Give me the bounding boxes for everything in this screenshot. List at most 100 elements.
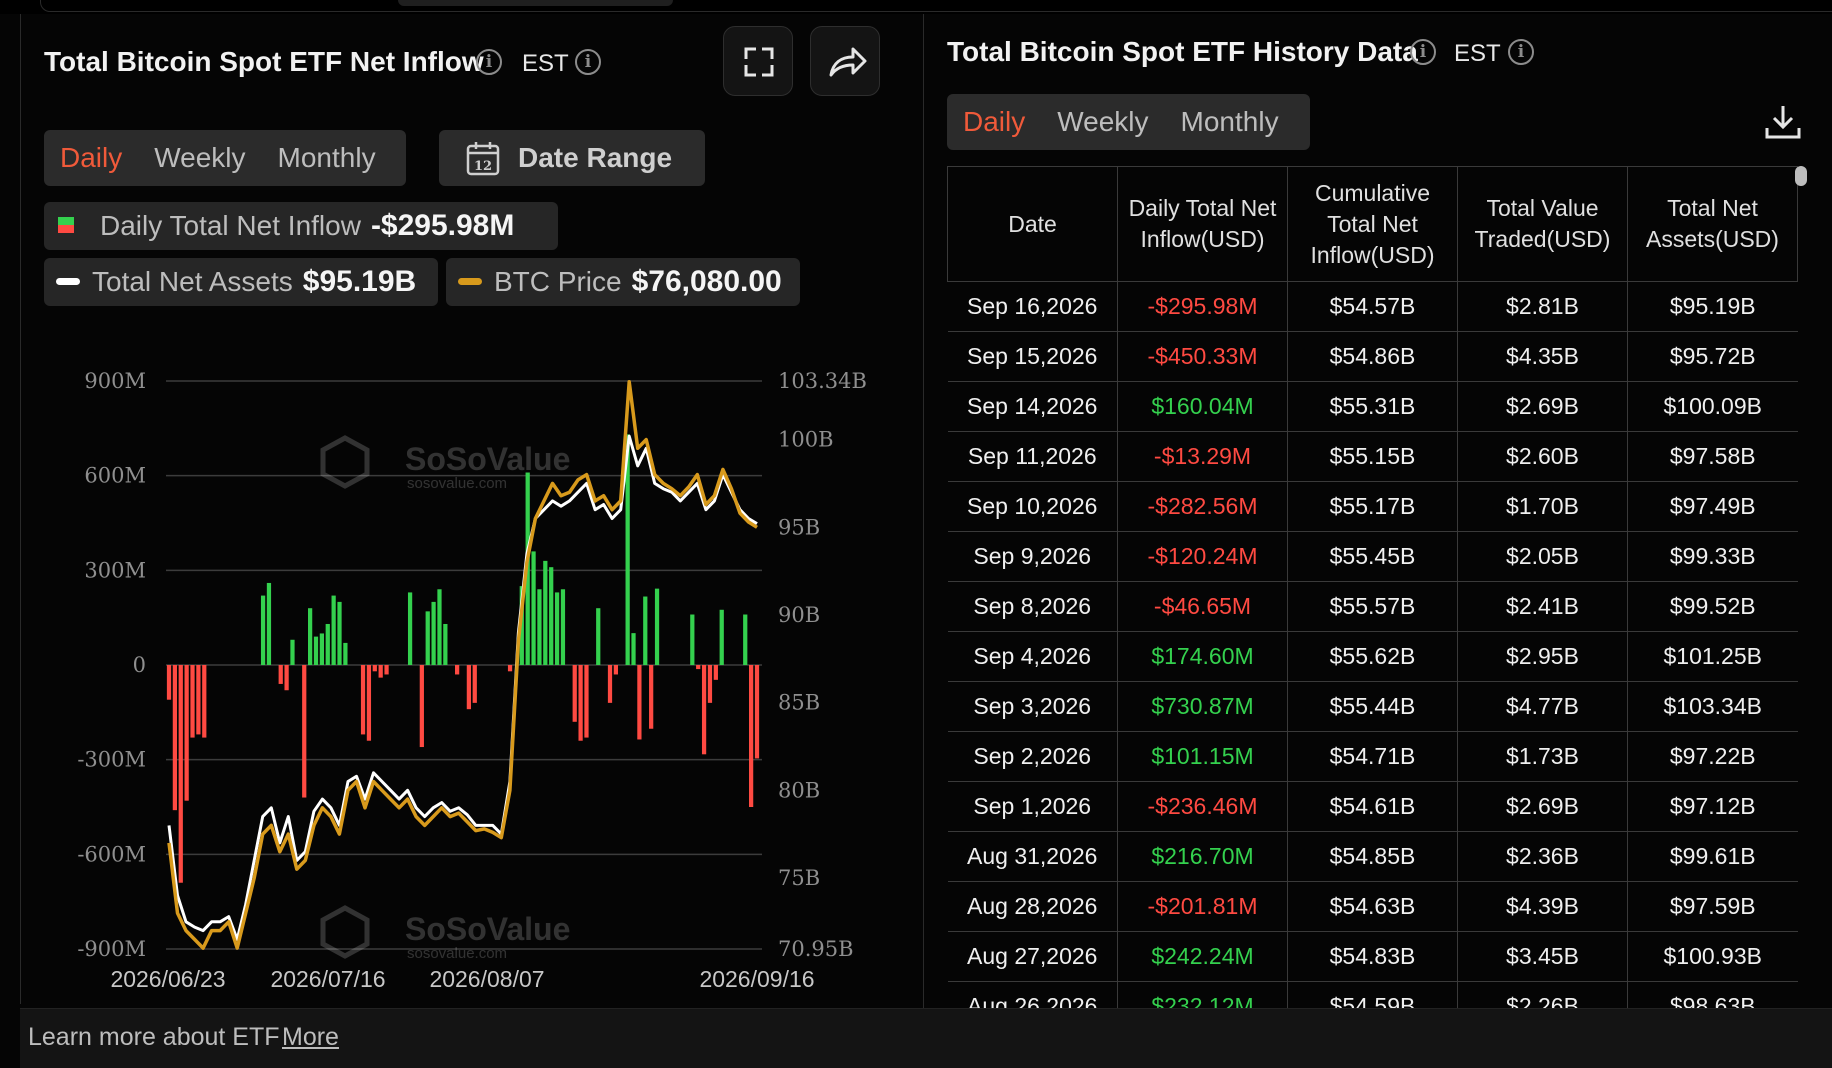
table-cell: $99.52B (1627, 581, 1798, 632)
calendar-icon: 12 (466, 142, 500, 176)
inflow-bar (637, 665, 642, 740)
col-cumulative-inflow[interactable]: Cumulative Total Net Inflow(USD) (1287, 166, 1458, 282)
inflow-bar (455, 665, 460, 675)
inflow-bar (466, 665, 471, 710)
info-icon[interactable]: i (476, 49, 502, 75)
inflow-bar (319, 633, 324, 665)
inflow-bar (178, 665, 183, 883)
col-date[interactable]: Date (947, 166, 1118, 282)
table-cell: $55.17B (1287, 481, 1458, 532)
history-tab-daily[interactable]: Daily (963, 106, 1026, 137)
table-cell: Sep 3,2026 (947, 681, 1118, 732)
inflow-bar (190, 665, 195, 738)
col-daily-inflow[interactable]: Daily Total Net Inflow(USD) (1117, 166, 1288, 282)
table-cell: $100.09B (1627, 381, 1798, 432)
table-cell: Aug 26,2026 (947, 981, 1118, 1008)
table-cell: $55.57B (1287, 581, 1458, 632)
inflow-bar (690, 614, 695, 665)
inflow-bar (701, 665, 707, 755)
inflow-bar (754, 665, 760, 759)
panel-divider (923, 14, 924, 1012)
history-tab-monthly[interactable]: Monthly (1180, 106, 1279, 137)
fullscreen-icon (744, 47, 774, 77)
share-icon (829, 47, 867, 77)
footer: Learn more about ETF More (20, 1008, 1832, 1068)
inflow-bar (431, 601, 436, 665)
table-row[interactable]: Sep 9,2026 -$120.24M $55.45B $2.05B $99.33B (947, 531, 1798, 582)
history-info-icon[interactable]: i (1410, 39, 1436, 65)
history-tab-weekly[interactable]: Weekly (1057, 106, 1149, 137)
table-cell: $97.59B (1627, 881, 1798, 932)
table-row[interactable]: Aug 26,2026 $232.12M $54.59B $2.26B $98.63B (947, 981, 1798, 1008)
legend-btc[interactable]: BTC Price $76,080.00 (446, 258, 800, 306)
table-row[interactable]: Aug 31,2026 $216.70M $54.85B $2.36B $99.61B (947, 831, 1798, 882)
y-right-tick: 95B (778, 515, 820, 539)
table-row[interactable]: Sep 3,2026 $730.87M $55.44B $4.77B $103.34B (947, 681, 1798, 732)
svg-text:SoSoValue: SoSoValue (405, 441, 570, 477)
tab-weekly[interactable]: Weekly (154, 142, 246, 173)
tab-monthly[interactable]: Monthly (277, 142, 376, 173)
table-row[interactable]: Aug 27,2026 $242.24M $54.83B $3.45B $100.93B (947, 931, 1798, 982)
inflow-bar (266, 582, 272, 665)
inflow-bar (649, 665, 654, 729)
inflow-bar (472, 665, 477, 703)
table-cell: $2.81B (1457, 281, 1628, 332)
table-scrollbar[interactable] (1795, 166, 1807, 186)
inflow-bar (607, 665, 613, 703)
y-right-tick: 100B (778, 428, 834, 452)
table-header-row: Date Daily Total Net Inflow(USD) Cumulat… (947, 166, 1798, 282)
col-net-assets[interactable]: Total Net Assets(USD) (1627, 166, 1798, 282)
total-net-assets-line (167, 434, 758, 941)
y-left-tick: 0 (133, 653, 146, 677)
inflow-chart[interactable]: SoSoValuesosovalue.comSoSoValuesosovalue… (0, 0, 923, 1000)
date-range-button[interactable]: 12 Date Range (439, 130, 705, 186)
table-cell: $2.95B (1457, 631, 1628, 682)
legend-assets[interactable]: Total Net Assets $95.19B (44, 258, 438, 306)
inflow-bar (166, 665, 172, 700)
table-cell: $730.87M (1117, 681, 1288, 732)
inflow-bar (613, 665, 618, 675)
inflow-bar (184, 665, 189, 801)
table-cell: Sep 2,2026 (947, 731, 1118, 782)
table-cell: $2.05B (1457, 531, 1628, 582)
table-row[interactable]: Sep 8,2026 -$46.65M $55.57B $2.41B $99.52B (947, 581, 1798, 632)
table-row[interactable]: Sep 11,2026 -$13.29M $55.15B $2.60B $97.58B (947, 431, 1798, 482)
svg-text:sosovalue.com: sosovalue.com (407, 945, 507, 962)
inflow-bar (625, 434, 630, 665)
table-row[interactable]: Sep 15,2026 -$450.33M $54.86B $4.35B $95.72B (947, 331, 1798, 382)
table-row[interactable]: Sep 1,2026 -$236.46M $54.61B $2.69B $97.12B (947, 781, 1798, 832)
tab-daily[interactable]: Daily (60, 142, 123, 173)
inflow-bar (308, 608, 313, 665)
inflow-bar (596, 608, 601, 665)
table-row[interactable]: Sep 10,2026 -$282.56M $55.17B $1.70B $97.49B (947, 481, 1798, 532)
share-button[interactable] (810, 26, 880, 96)
table-row[interactable]: Sep 16,2026 -$295.98M $54.57B $2.81B $95.19B (947, 281, 1798, 332)
table-cell: $103.34B (1627, 681, 1798, 732)
more-link[interactable]: More (282, 1023, 339, 1051)
legend-inflow[interactable]: Daily Total Net Inflow -$295.98M (44, 202, 558, 250)
inflow-bar (643, 596, 648, 665)
table-cell: $95.19B (1627, 281, 1798, 332)
history-timezone-info-icon[interactable]: i (1508, 39, 1534, 65)
table-row[interactable]: Sep 4,2026 $174.60M $55.62B $2.95B $101.25B (947, 631, 1798, 682)
table-row[interactable]: Sep 14,2026 $160.04M $55.31B $2.69B $100.09B (947, 381, 1798, 432)
top-edge (40, 0, 1832, 12)
table-cell: $97.22B (1627, 731, 1798, 782)
table-cell: $54.85B (1287, 831, 1458, 882)
history-table-container[interactable]: Date Daily Total Net Inflow(USD) Cumulat… (947, 166, 1799, 1008)
table-row[interactable]: Sep 2,2026 $101.15M $54.71B $1.73B $97.22B (947, 731, 1798, 782)
table-cell: $4.39B (1457, 881, 1628, 932)
table-cell: $174.60M (1117, 631, 1288, 682)
fullscreen-button[interactable] (723, 26, 793, 96)
inflow-bar (437, 589, 442, 665)
col-value-traded[interactable]: Total Value Traded(USD) (1457, 166, 1628, 282)
table-row[interactable]: Aug 28,2026 -$201.81M $54.63B $4.39B $97.59B (947, 881, 1798, 932)
x-tick: 2026/09/16 (699, 966, 814, 992)
table-cell: $1.70B (1457, 481, 1628, 532)
table-cell: $2.41B (1457, 581, 1628, 632)
download-icon[interactable] (1763, 102, 1803, 142)
svg-text:sosovalue.com: sosovalue.com (407, 475, 507, 492)
timezone-info-icon[interactable]: i (575, 49, 601, 75)
history-table: Date Daily Total Net Inflow(USD) Cumulat… (947, 166, 1798, 1008)
